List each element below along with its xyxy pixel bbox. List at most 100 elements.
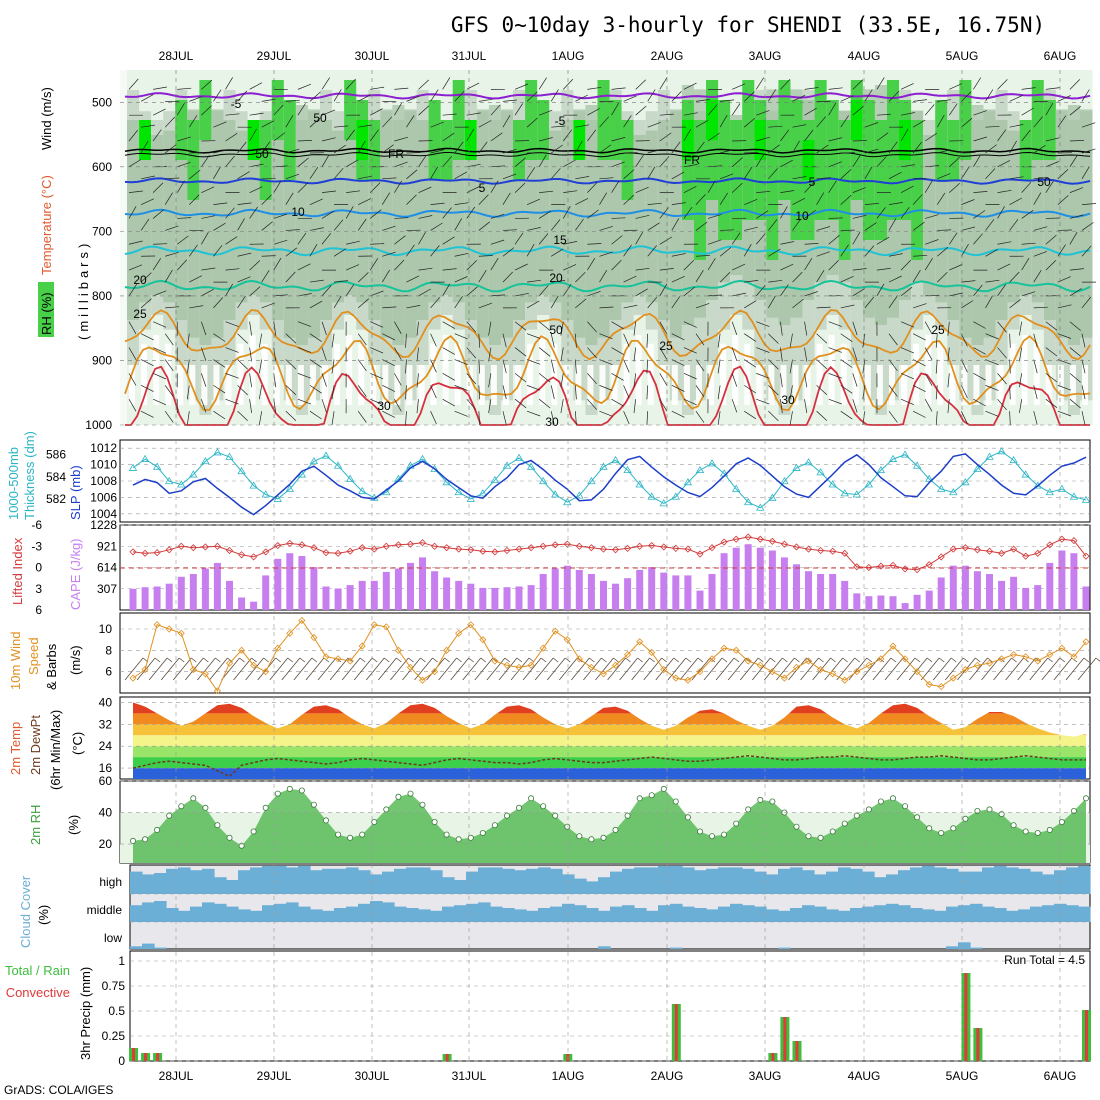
- slp-tick-1006: 1006: [90, 490, 117, 504]
- rh-pocket-38: [587, 365, 594, 405]
- upper-barb: [418, 232, 426, 245]
- upper-barb: [1069, 288, 1082, 297]
- sfc-barb-36: [558, 657, 578, 681]
- rh-pocket-64: [901, 365, 908, 405]
- upper-barb: [1009, 140, 1017, 154]
- upper-barb: [416, 321, 419, 336]
- li-marker-51: [744, 533, 752, 541]
- cloud-bar-0-8: [226, 880, 239, 894]
- upper-barb: [394, 321, 402, 335]
- upper-barb: [611, 398, 624, 407]
- sfc-barb-tick-12: [287, 657, 294, 663]
- precip-unit: 3hr Precip (mm): [78, 967, 93, 1060]
- upper-barb: [659, 399, 668, 412]
- upper-barb: [213, 166, 221, 179]
- thickness-marker-79: [1081, 495, 1091, 503]
- sfc-barb-8: [221, 657, 240, 681]
- wind-marker-69: [961, 665, 969, 674]
- upper-barb: [731, 157, 743, 168]
- upper-barb: [321, 233, 332, 245]
- cloud-bar-0-9: [238, 870, 251, 894]
- sfc-barb-tick-28: [480, 657, 487, 663]
- upper-barb: [225, 207, 235, 219]
- rh-marker-68: [950, 825, 957, 832]
- upper-barb: [152, 347, 167, 354]
- upper-barb: [973, 347, 986, 355]
- upper-barb: [1033, 226, 1048, 231]
- li-marker-21: [382, 542, 390, 550]
- upper-barb: [442, 398, 455, 407]
- upper-barb: [683, 82, 697, 90]
- sfc-barb-2: [148, 657, 168, 681]
- sfc-barb-28: [462, 657, 482, 681]
- upper-barb: [442, 113, 457, 116]
- cloud-bar-0-35: [550, 868, 563, 894]
- upper-barb: [912, 141, 922, 154]
- thickness-axis-label2: Thickness (dm): [22, 431, 37, 520]
- li-marker-14: [298, 541, 306, 549]
- wind-marker-23: [406, 663, 415, 671]
- cloud-bar-0-18: [346, 867, 359, 894]
- li-marker-42: [636, 542, 644, 550]
- rh-band-green-53: [766, 120, 779, 260]
- temp-tick-16: 16: [99, 761, 113, 775]
- upper-barb: [719, 173, 734, 180]
- upper-barb: [309, 300, 323, 309]
- upper-barb: [973, 154, 981, 167]
- thickness-markers: [128, 447, 1091, 511]
- upper-barb: [454, 296, 463, 309]
- li-marker-62: [877, 562, 885, 570]
- cloud-bar-1-45: [670, 903, 683, 922]
- cape-bar-72: [998, 580, 1006, 610]
- thickness-marker-71: [985, 452, 994, 460]
- upper-barb: [575, 124, 590, 128]
- cape-axis-label: CAPE (J/kg): [68, 538, 83, 610]
- sfc-barb-27: [450, 657, 470, 681]
- cloud-bar-1-25: [430, 910, 443, 922]
- rh-pocket-20: [370, 365, 377, 405]
- rh-marker-48: [709, 833, 716, 840]
- cloud-bar-1-73: [1006, 910, 1019, 922]
- upper-barb: [731, 347, 738, 361]
- rh-band-green-65: [911, 120, 924, 260]
- cape-bar-31: [503, 587, 511, 610]
- cloud-bar-1-49: [718, 906, 731, 922]
- upper-barb: [599, 385, 613, 391]
- upper-barb: [201, 105, 212, 116]
- upper-barb: [430, 121, 444, 128]
- sfc-barb-9: [233, 657, 252, 681]
- upper-barb: [189, 194, 200, 205]
- cloud-bar-0-6: [202, 868, 215, 894]
- upper-barb: [731, 321, 738, 336]
- cloud-bar-0-0: [130, 871, 143, 894]
- li-marker-15: [310, 544, 318, 552]
- upper-barb: [321, 321, 327, 336]
- cloud-bar-1-42: [634, 908, 647, 922]
- sfc-barb-tick-69: [975, 657, 981, 663]
- sfc-barb-21: [378, 657, 397, 681]
- pressure-tick-800: 800: [92, 289, 112, 303]
- upper-barb: [346, 240, 360, 245]
- upper-barb: [876, 283, 885, 297]
- sfc-barb-76: [1041, 657, 1061, 681]
- cloud-bar-1-65: [910, 908, 923, 922]
- cloud-bar-1-48: [706, 909, 719, 922]
- upper-barb: [406, 275, 420, 283]
- upper-barb: [949, 103, 958, 116]
- upper-barb: [1009, 218, 1019, 231]
- upper-barb: [611, 161, 625, 168]
- rh-band-green-39: [597, 80, 610, 160]
- upper-barb: [623, 359, 630, 373]
- wind-marker-77: [1058, 644, 1066, 652]
- upper-barb: [949, 83, 963, 90]
- thickness-marker-12: [273, 494, 282, 502]
- upper-barb: [466, 128, 475, 142]
- cloud-bar-0-63: [886, 874, 899, 894]
- upper-barb: [1033, 359, 1038, 374]
- upper-barb: [1021, 107, 1034, 116]
- upper-barb: [997, 79, 1008, 90]
- upper-barb: [935, 385, 938, 400]
- sfc-barb-5: [185, 657, 204, 681]
- rh-pocket-68: [949, 365, 956, 405]
